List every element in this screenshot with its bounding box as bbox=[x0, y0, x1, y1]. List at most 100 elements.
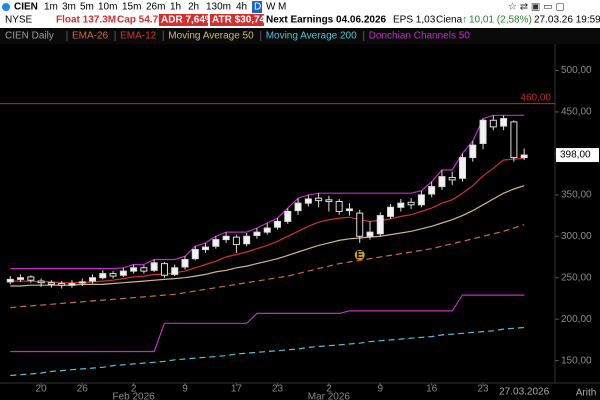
candle-body bbox=[119, 270, 127, 276]
candle-body bbox=[78, 281, 86, 284]
candle-body bbox=[17, 277, 25, 280]
candle-body bbox=[6, 278, 14, 283]
x-tick-label: 20 bbox=[36, 384, 48, 395]
x-tick-label: 23 bbox=[477, 384, 489, 395]
x-tick-label: 9 bbox=[377, 384, 383, 395]
x-tick-label: 2 bbox=[131, 384, 137, 395]
atr: ATR $30,74 bbox=[212, 15, 266, 26]
earnings-marker bbox=[354, 249, 365, 260]
timeframe-active bbox=[252, 1, 262, 13]
candle-body bbox=[171, 267, 179, 275]
timeframe-button[interactable]: 1m bbox=[44, 2, 58, 13]
candle-body bbox=[47, 282, 55, 285]
plot bbox=[0, 103, 555, 377]
legend-entry[interactable]: EMA-26 bbox=[72, 31, 109, 42]
symbol: CIEN bbox=[14, 2, 38, 13]
indicator-line bbox=[10, 294, 525, 353]
earnings-label: E bbox=[356, 250, 363, 261]
timeframe-button[interactable]: 4h bbox=[236, 2, 247, 13]
candle-body bbox=[253, 231, 261, 236]
symbol-icon bbox=[2, 3, 10, 11]
candle-body bbox=[68, 283, 76, 286]
y-tick-label: 150,00 bbox=[561, 355, 592, 366]
timeframe-button[interactable]: 10m bbox=[98, 2, 117, 13]
legend-entry[interactable]: EMA-12 bbox=[120, 31, 157, 42]
candle-body bbox=[181, 259, 189, 268]
y-tick-label: 450,00 bbox=[561, 107, 592, 118]
atr-bg bbox=[210, 14, 264, 26]
exchange: NYSE bbox=[5, 15, 33, 26]
candle-body bbox=[438, 176, 446, 188]
cap: Cap 54.7B bbox=[117, 15, 165, 26]
adr-bg bbox=[159, 14, 208, 26]
candle-body bbox=[58, 283, 66, 286]
candle-body bbox=[274, 220, 281, 228]
indicator-line bbox=[10, 157, 525, 284]
eps: EPS 1,03 bbox=[393, 15, 436, 26]
candle-body bbox=[140, 267, 148, 272]
candle-body bbox=[191, 249, 199, 260]
candle-body bbox=[109, 273, 117, 277]
last-price-box bbox=[556, 148, 599, 163]
y-tick-label: 500,00 bbox=[561, 65, 592, 76]
timeframe-button[interactable]: 1h bbox=[170, 2, 181, 13]
timeframe-button[interactable]: 26m bbox=[146, 2, 165, 13]
candle-body bbox=[284, 210, 292, 222]
y-tick-label: 350,00 bbox=[561, 189, 592, 200]
x-tick-label: 16 bbox=[426, 384, 438, 395]
header-bg bbox=[0, 0, 600, 28]
x-tick-label: 2 bbox=[326, 384, 332, 395]
candle-body bbox=[407, 201, 415, 206]
candle-body bbox=[459, 157, 466, 179]
scale-mode[interactable]: Arith bbox=[576, 388, 597, 399]
timeframe-button[interactable]: 130m bbox=[206, 2, 231, 13]
y-tick-label: 300,00 bbox=[561, 231, 592, 242]
legend-entry[interactable]: Moving Average 50 bbox=[168, 31, 254, 42]
timeframe-button[interactable]: W bbox=[266, 2, 276, 13]
timeframe-button[interactable]: 15m bbox=[122, 2, 141, 13]
timeframe-button[interactable]: M bbox=[278, 2, 286, 13]
timeframe-button[interactable]: 2h bbox=[188, 2, 199, 13]
legend-entry[interactable]: Moving Average 200 bbox=[266, 31, 357, 42]
candle-body bbox=[263, 227, 271, 233]
candle-body bbox=[345, 208, 353, 212]
candle-body bbox=[304, 198, 312, 204]
x-tick-label: 9 bbox=[182, 384, 188, 395]
candle-body bbox=[37, 280, 45, 284]
candle-body bbox=[315, 197, 323, 202]
indicator-line bbox=[10, 114, 525, 270]
legend: EMA-26 EMA-12 Moving Average 50 Moving Aver… bbox=[66, 31, 471, 42]
candle-body bbox=[99, 273, 107, 279]
candle-body bbox=[202, 246, 210, 251]
legend-entry[interactable]: Donchian Channels 50 bbox=[369, 31, 471, 42]
candle-body bbox=[479, 119, 487, 144]
timestamp: 27.03.26 19:59:00 bbox=[534, 15, 600, 26]
timeframe-button[interactable]: 5m bbox=[80, 2, 94, 13]
candle-body bbox=[356, 212, 364, 237]
x-tick-label: 17 bbox=[231, 384, 243, 395]
candle-body bbox=[376, 215, 384, 235]
candle-body bbox=[448, 176, 456, 181]
candle-body bbox=[130, 267, 138, 272]
timeframe-button[interactable]: D bbox=[254, 2, 261, 13]
timeframes: 1m 3m 5m 10m 15m 26m 1h 2h 130m 4h D W M bbox=[44, 1, 286, 13]
last-date-label: 27.03.2026 bbox=[499, 387, 549, 398]
candle-body bbox=[212, 239, 220, 247]
legend-bg bbox=[0, 28, 600, 44]
icons: ☆ ⇄ ▣ ▭ ▢ bbox=[508, 2, 565, 13]
candle-body bbox=[27, 276, 35, 281]
indicator-line bbox=[10, 185, 525, 287]
x-month-label: Mar 2026 bbox=[308, 392, 351, 400]
x-tick-label: 26 bbox=[77, 384, 89, 395]
candle-body bbox=[160, 263, 168, 276]
candle-body bbox=[89, 277, 96, 282]
indicator-line bbox=[10, 224, 525, 309]
candle-body bbox=[397, 202, 405, 208]
timeframe-button[interactable]: 3m bbox=[62, 2, 76, 13]
candle-body bbox=[243, 235, 251, 245]
candle-body bbox=[222, 235, 230, 241]
x-month-label: Feb 2026 bbox=[112, 392, 155, 400]
candle-body bbox=[232, 236, 240, 246]
